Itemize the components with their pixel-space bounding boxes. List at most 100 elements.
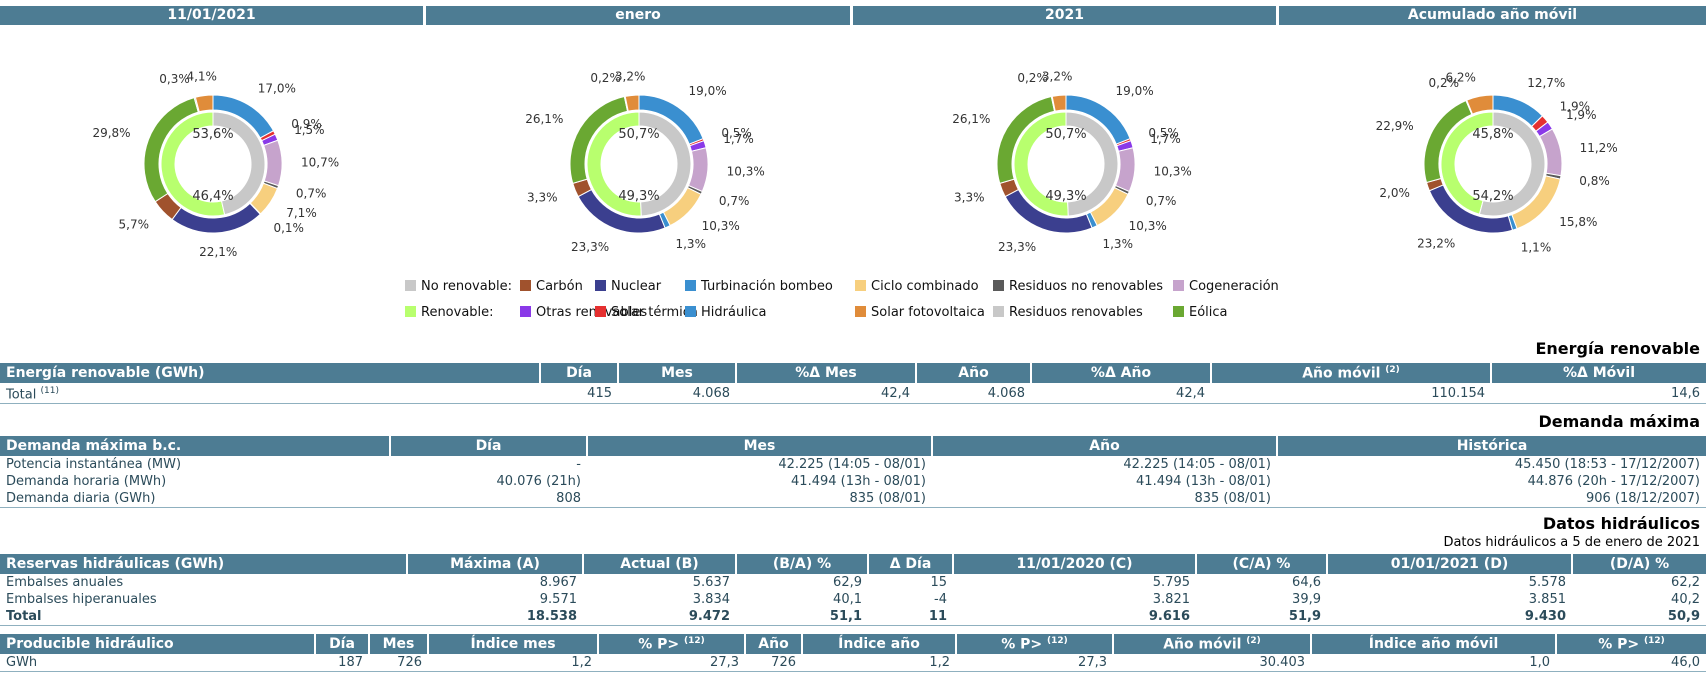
period-day: 11/01/2021 (0, 6, 423, 25)
outer-slice[interactable] (263, 139, 283, 187)
slice-label: 22,1% (199, 245, 237, 259)
inner-label-no-renovable: 46,4% (192, 189, 233, 204)
table-cell: 808 (390, 490, 587, 508)
col-header: Índice año móvil (1311, 634, 1557, 654)
legend-item: Solar térmica (595, 305, 698, 321)
legend-item: Residuos renovables (993, 305, 1143, 321)
outer-slice[interactable] (624, 94, 640, 112)
col-header: Mes (369, 634, 429, 654)
outer-slice[interactable] (1051, 94, 1067, 112)
footnote-ref[interactable]: (2) (1385, 364, 1400, 375)
legend-row-renovable: Renovable: Otras renovables Solar térmica H… (405, 305, 1305, 321)
table-cell: 110.154 (1211, 383, 1491, 405)
legend-swatch (405, 280, 416, 291)
producible-table: Producible hidráulico Día Mes Índice mes… (0, 634, 1706, 672)
slice-label: 10,3% (702, 219, 740, 233)
table-cell: 64,6 (1292, 575, 1321, 590)
inner-slice-renovable[interactable] (160, 111, 226, 217)
outer-slice[interactable] (194, 94, 214, 113)
table-cell: 4.068 (916, 383, 1031, 405)
slice-label: 3,2% (615, 69, 646, 83)
col-header: Mes (618, 363, 737, 383)
slice-label: 0,7% (719, 194, 750, 208)
col-header: Actual (B) (583, 554, 737, 574)
slice-label: 23,3% (998, 240, 1036, 254)
table-cell: 50,9 (1572, 608, 1706, 626)
legend-item: Otras renovables (520, 305, 647, 321)
table-cell: 415 (540, 383, 618, 405)
outer-slice[interactable] (687, 147, 709, 193)
slice-label: 19,0% (1116, 84, 1154, 98)
footnote-ref[interactable]: (2) (1246, 635, 1261, 646)
table-cell: 42.225 (14:05 - 08/01) (778, 457, 926, 472)
col-header: Año (932, 436, 1278, 456)
legend-swatch (520, 280, 531, 291)
table-cell: 1,2 (802, 654, 956, 672)
footnote-ref[interactable]: (12) (1644, 635, 1665, 646)
table-row: Embalses anuales 8.967 5.637 62,9 15 5.7… (0, 574, 1706, 591)
table-cell: 14,6 (1491, 383, 1706, 405)
col-header: Histórica (1277, 436, 1706, 456)
col-header: Año (916, 363, 1032, 383)
footnote-ref[interactable]: (12) (684, 635, 705, 646)
legend-label: Solar térmica (611, 305, 698, 320)
slice-label: 10,7% (301, 156, 339, 170)
col-header-text: Año móvil (1302, 365, 1381, 382)
legend-item: Ciclo combinado (855, 279, 979, 295)
table-cell: 44.876 (20h - 17/12/2007) (1527, 474, 1700, 489)
outer-slice[interactable] (1114, 147, 1136, 193)
inner-slice-no-renovable[interactable] (212, 111, 266, 216)
donut-chart: 50,7% 49,3% 19,0% 0,5%1,7% 10,3% 0,7% 10,3% 1,3… (952, 69, 1192, 253)
legend-swatch (595, 306, 606, 317)
slice-label: 11,2% (1580, 141, 1618, 155)
legend-item: Eólica (1173, 305, 1228, 321)
table-cell: 1,0 (1311, 654, 1556, 672)
slice-label: 3,2% (1042, 69, 1073, 83)
inner-label-renovable: 50,7% (1045, 127, 1086, 142)
slice-label: 0,2% (590, 71, 621, 85)
table-cell: 9.430 (1327, 608, 1572, 626)
col-header: Índice mes (428, 634, 599, 654)
renovable-header-row: Energía renovable (GWh) Día Mes %Δ Mes A… (0, 363, 1706, 383)
row-label: Total (6, 387, 37, 403)
slice-label: 15,8% (1559, 215, 1597, 229)
section-title-demanda: Demanda máxima (1538, 412, 1700, 431)
section-title-hidraulicos: Datos hidráulicos (1542, 514, 1700, 533)
inner-slice-no-renovable[interactable] (638, 111, 692, 217)
outer-slice[interactable] (1466, 94, 1494, 115)
legend-item: Cogeneración (1173, 279, 1279, 295)
table-cell: 4.068 (618, 383, 736, 405)
table-cell: 187 (315, 654, 369, 672)
col-header: Máxima (A) (407, 554, 584, 574)
legend-swatch (1173, 306, 1184, 317)
slice-label: 26,1% (952, 112, 990, 126)
footnote-ref[interactable]: (11) (40, 386, 59, 396)
legend-item: Turbinación bombeo (685, 279, 833, 295)
row-label: Potencia instantánea (MW) (6, 457, 182, 472)
table-cell: 46,0 (1556, 654, 1706, 672)
col-header-text: Año móvil (1163, 636, 1242, 653)
table-cell: 726 (745, 654, 802, 672)
col-header: Mes (587, 436, 933, 456)
section-title-renovable: Energía renovable (1535, 339, 1700, 358)
slice-label: 0,7% (296, 187, 327, 201)
inner-slice-no-renovable[interactable] (1065, 111, 1119, 217)
legend-swatch (993, 306, 1004, 317)
table-cell: 62,2 (1671, 575, 1700, 590)
table-cell: 5.795 (1152, 575, 1190, 590)
col-header: Índice año (802, 634, 957, 654)
col-header: (B/A) % (736, 554, 869, 574)
producible-header-row: Producible hidráulico Día Mes Índice mes… (0, 634, 1706, 654)
table-cell: 9.472 (583, 608, 736, 626)
footnote-ref[interactable]: (12) (1047, 635, 1068, 646)
inner-slice-no-renovable[interactable] (1478, 111, 1546, 217)
table-cell: 30.403 (1113, 654, 1311, 672)
table-cell: 11 (868, 608, 953, 626)
table-cell: 3.851 (1528, 592, 1566, 607)
table-cell: 62,9 (833, 575, 862, 590)
legend-item: Renovable: (405, 305, 494, 321)
table-cell: 3.821 (1152, 592, 1190, 607)
slice-label: 1,9% (1566, 108, 1597, 122)
legend-label: Turbinación bombeo (701, 279, 833, 294)
col-header-text: % P> (638, 636, 680, 653)
